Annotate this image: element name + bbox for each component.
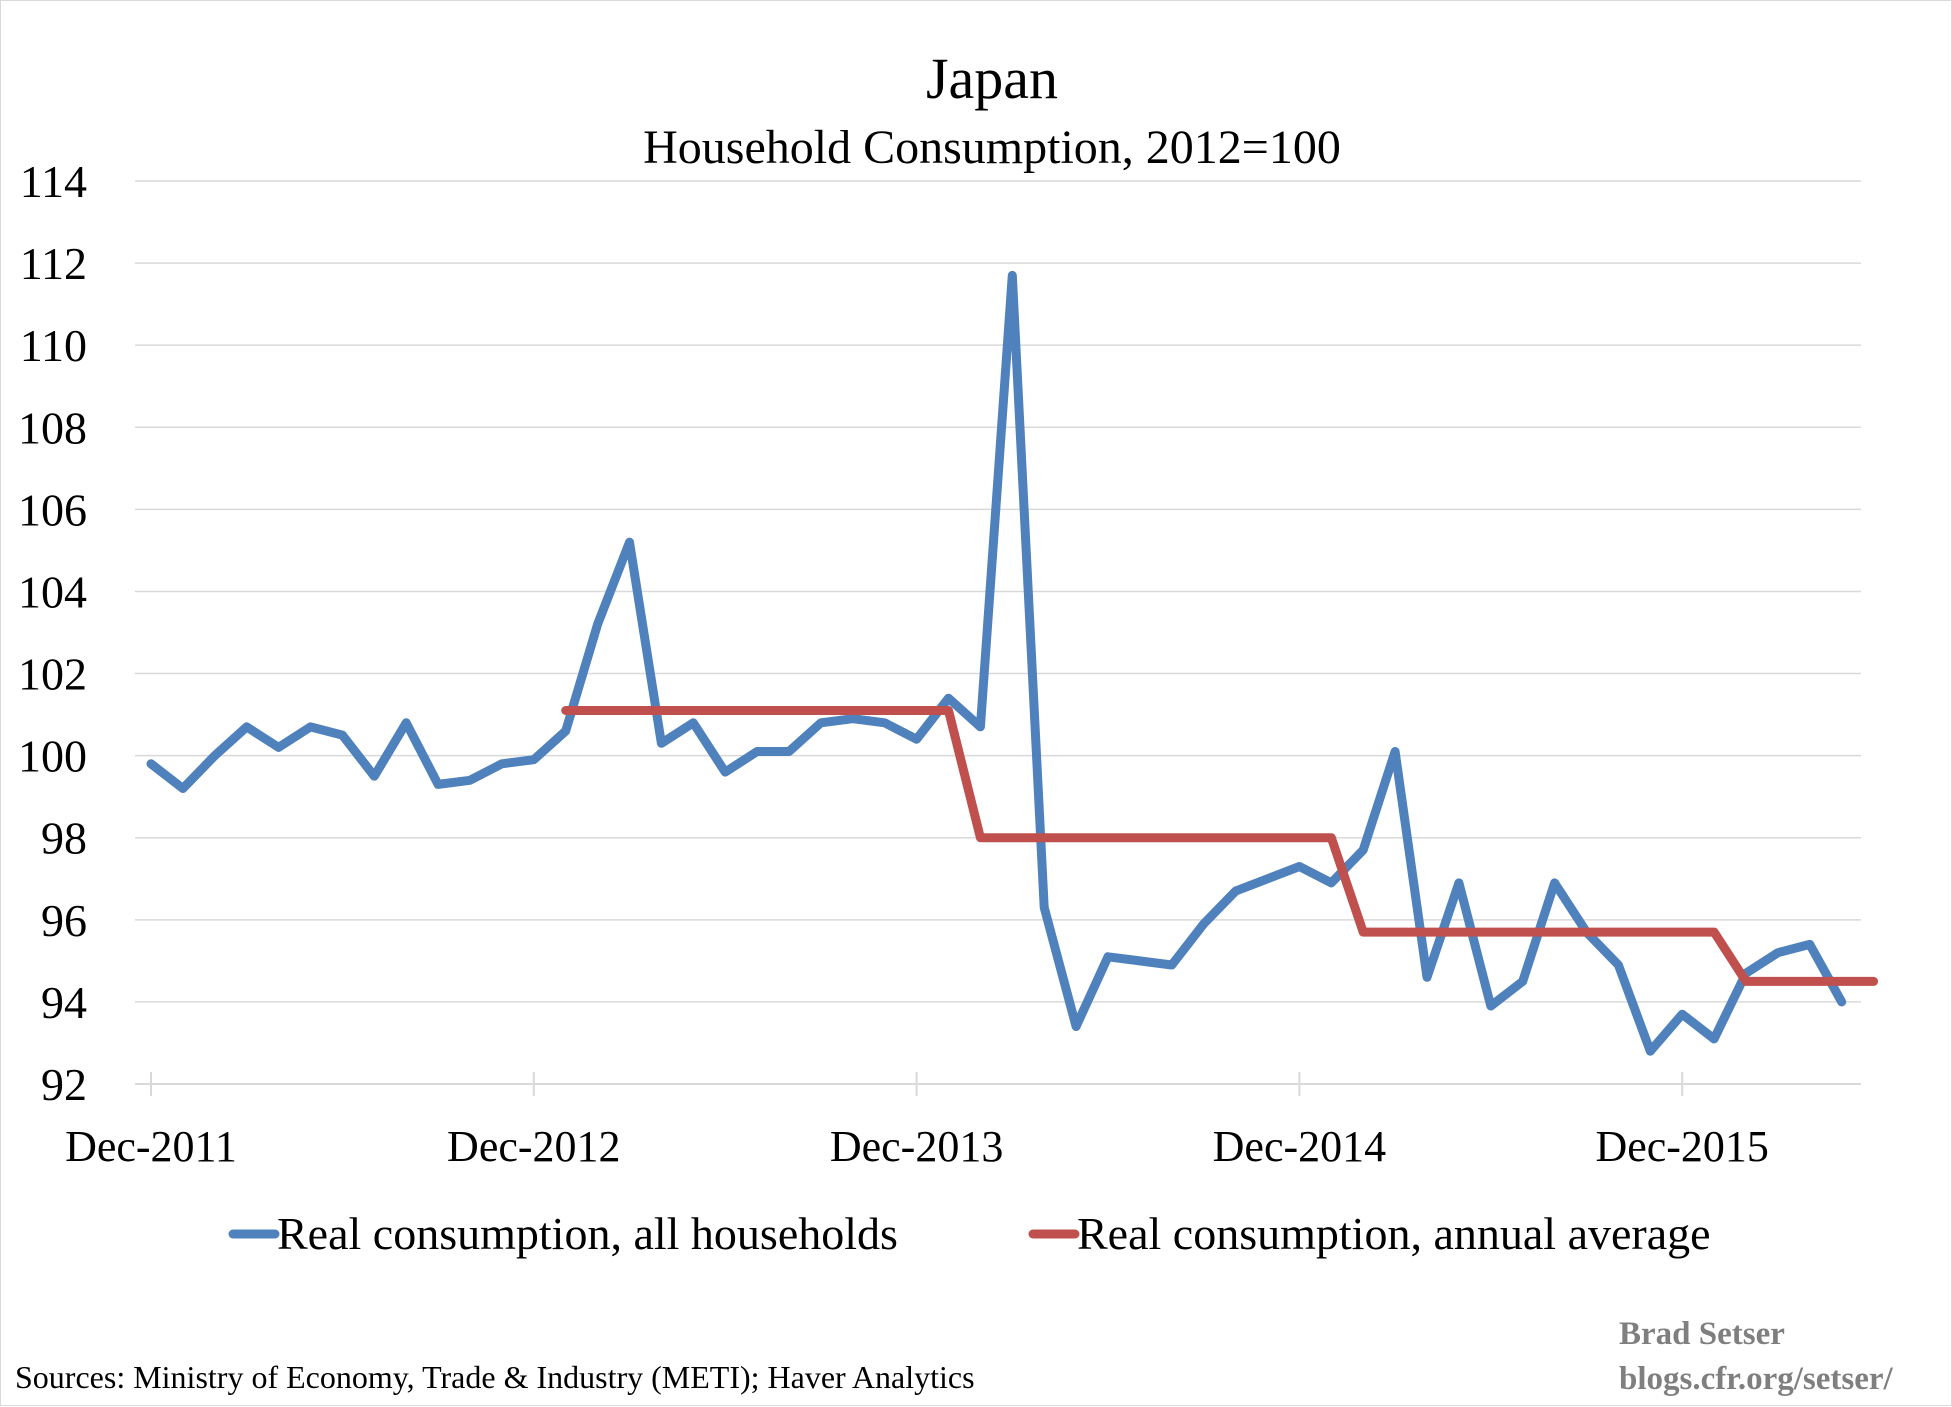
x-tick-label: Dec-2014 [1213,1122,1387,1171]
y-tick-label: 94 [41,977,87,1028]
x-tick-label: Dec-2011 [65,1122,237,1171]
legend: Real consumption, all households Real con… [228,1208,1711,1259]
y-tick-label: 102 [18,649,87,700]
gridlines [135,180,1861,1003]
series-line-annual-average [561,706,1879,986]
legend-label: Real consumption, all households [277,1208,898,1259]
x-tick-label: Dec-2015 [1595,1122,1769,1171]
y-axis-ticks: 92 94 96 98 100 102 104 106 108 110 112 114 [18,156,87,1110]
credit-name: Brad Setser [1619,1316,1785,1352]
y-tick-label: 108 [18,402,87,453]
y-tick-label: 96 [41,895,87,946]
series-line-all-households [146,270,1847,1056]
y-tick-label: 104 [18,566,87,617]
chart-title: Japan [926,46,1058,111]
x-axis: Dec-2011 Dec-2012 Dec-2013 Dec-2014 Dec-2015 [65,1072,1861,1171]
x-tick-label: Dec-2013 [830,1122,1004,1171]
y-tick-label: 110 [20,320,87,371]
y-tick-label: 98 [41,813,87,864]
y-tick-label: 114 [20,156,87,207]
credit-url: blogs.cfr.org/setser/ [1619,1361,1894,1397]
chart-subtitle: Household Consumption, 2012=100 [643,121,1341,174]
y-tick-label: 100 [18,731,87,782]
y-tick-label: 112 [20,238,87,289]
y-tick-label: 106 [18,484,87,535]
series-lines [146,270,1879,1056]
legend-label: Real consumption, annual average [1077,1208,1711,1259]
x-tick-label: Dec-2012 [447,1122,621,1171]
y-tick-label: 92 [41,1059,87,1110]
sources-note: Sources: Ministry of Economy, Trade & In… [15,1359,975,1395]
